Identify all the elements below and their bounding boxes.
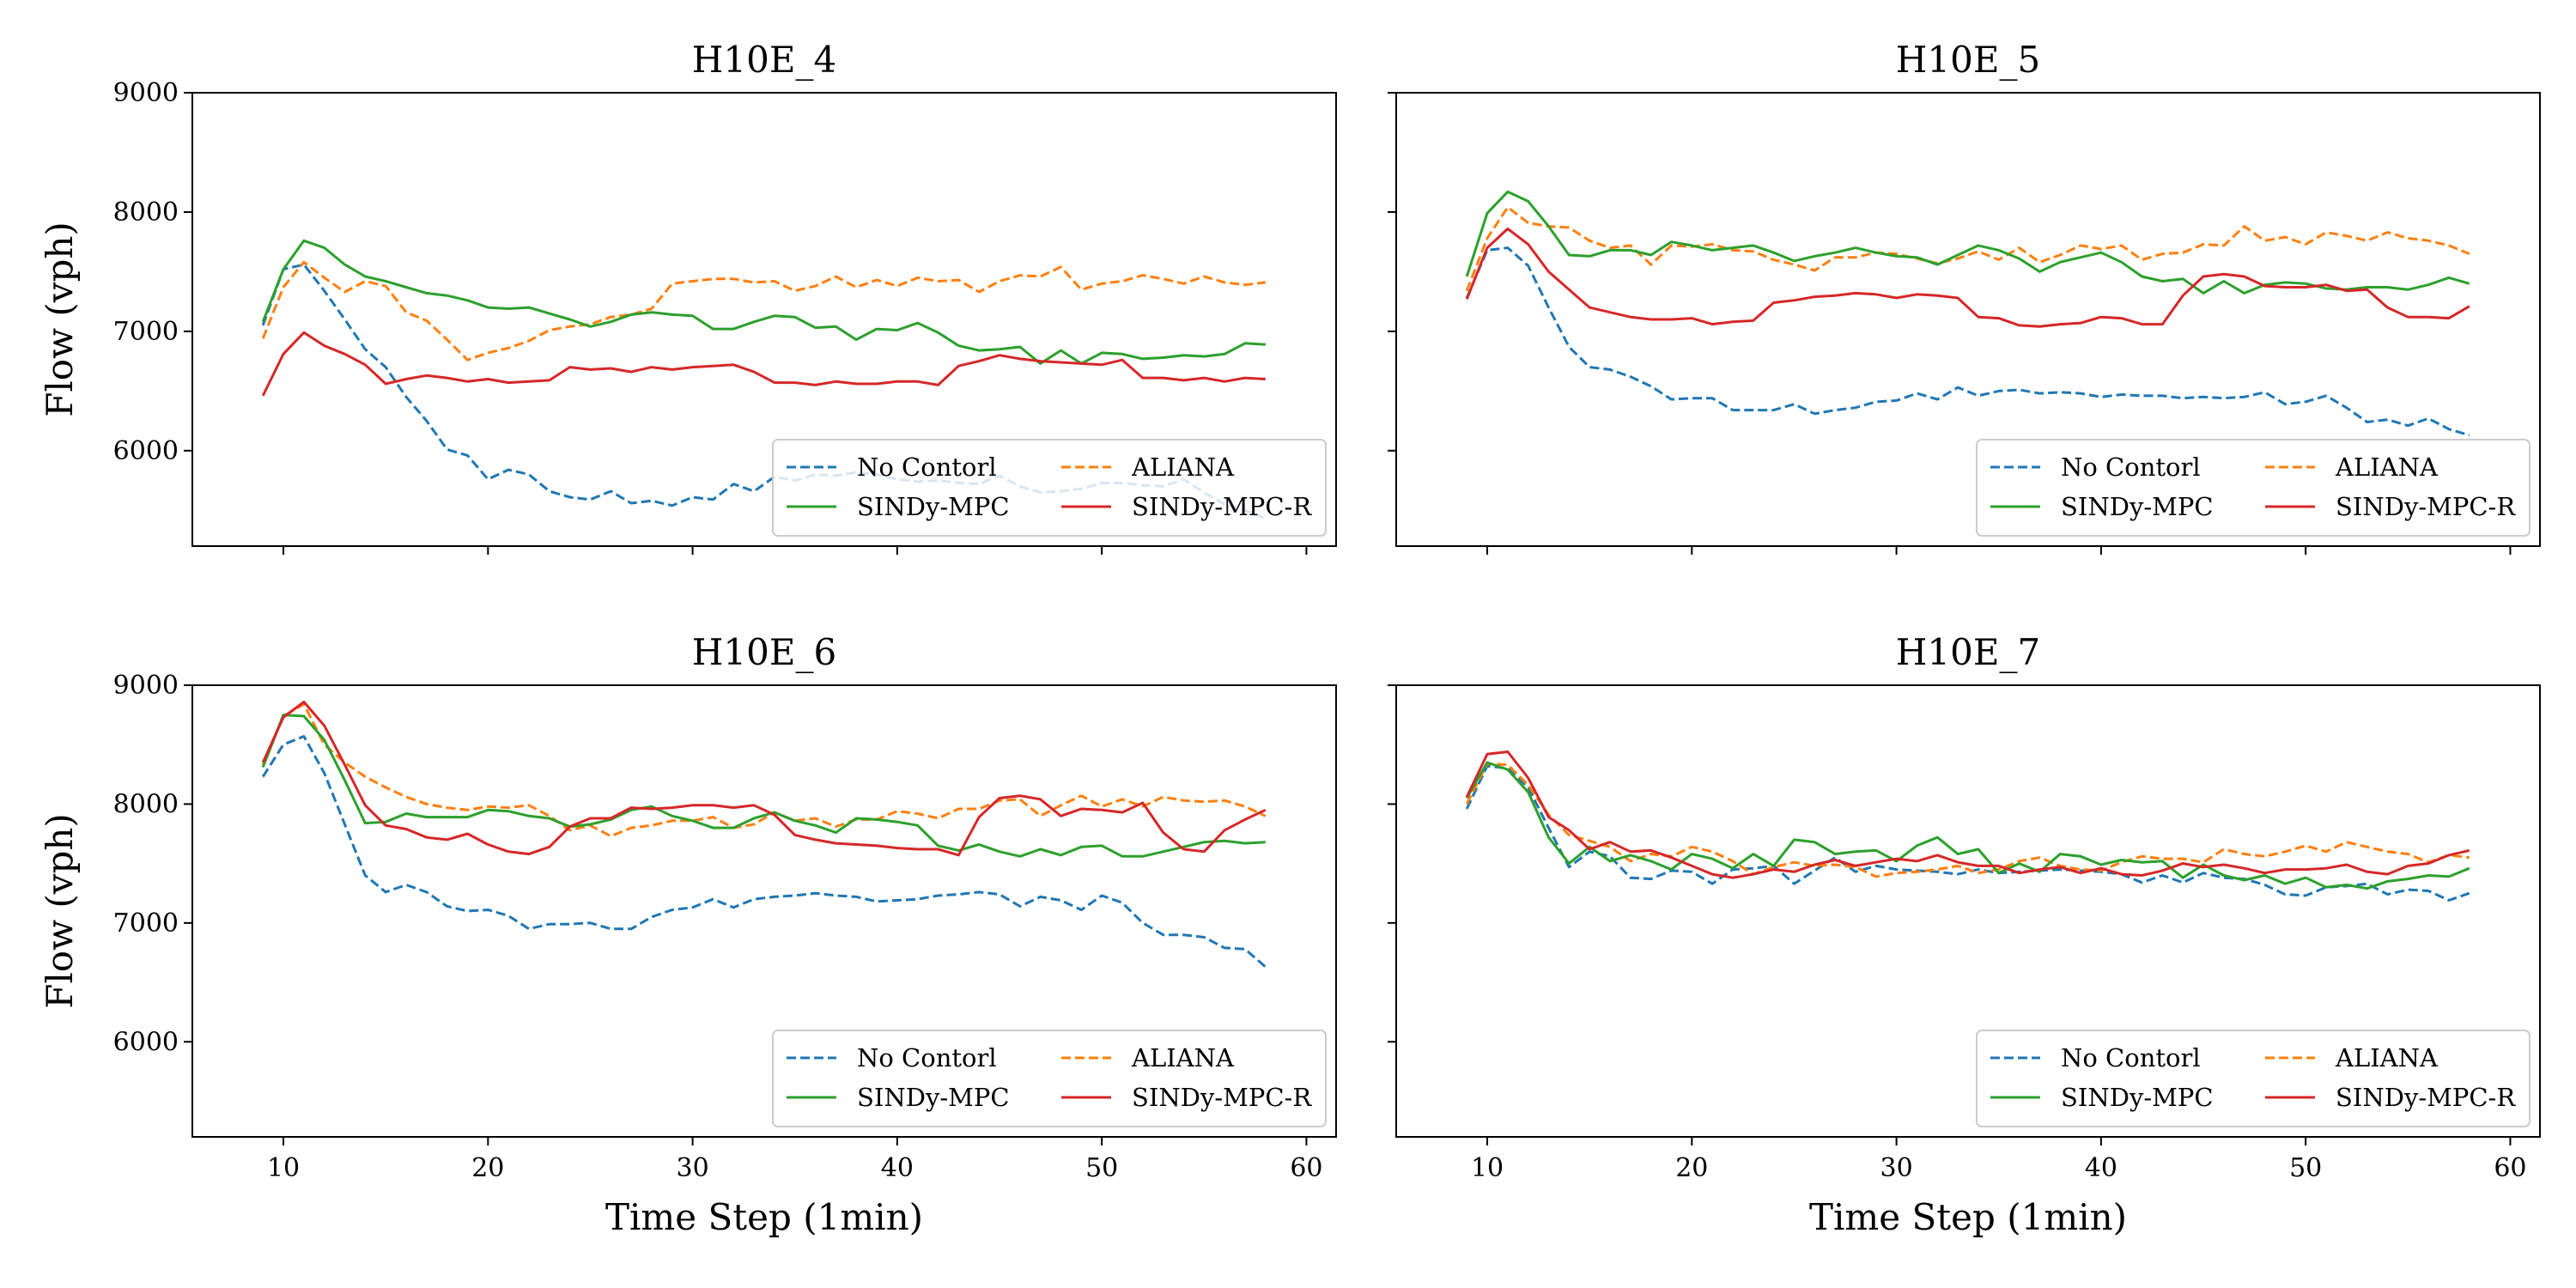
- legend-label: ALIANA: [1131, 453, 1235, 482]
- x-tick-label: 30: [677, 1153, 709, 1183]
- x-tick-label: 60: [1290, 1153, 1322, 1183]
- legend-label: No Contorl: [2061, 1043, 2201, 1072]
- x-axis-label: Time Step (1min): [605, 1196, 923, 1238]
- legend-label: SINDy-MPC-R: [1132, 492, 1312, 521]
- panel-title: H10E_7: [1896, 631, 2040, 673]
- legend: No Contorl SINDy-MPC ALIANA SINDy-MPC-R: [1976, 439, 2530, 537]
- y-axis-label: Flow (vph): [39, 222, 81, 417]
- x-tick-label: 20: [1675, 1153, 1708, 1183]
- chart-panel-3: 10 20 30 40 50 60 6000 7000 8000 9000 H10E_6 Flow (…: [39, 631, 1337, 1238]
- series-line-no-contorl: [261, 735, 1267, 969]
- legend-label: SINDy-MPC-R: [2336, 1083, 2516, 1112]
- legend-label: ALIANA: [2335, 453, 2439, 482]
- y-tick-label: 7000: [113, 908, 179, 939]
- y-tick-label: 9000: [113, 671, 179, 701]
- series-line-sindy-mpc: [261, 714, 1266, 858]
- series-line-sindy-mpc-r: [261, 700, 1267, 857]
- panel-title: H10E_6: [692, 631, 836, 673]
- series-line-sindy-mpc: [261, 239, 1266, 365]
- y-tick-label: 6000: [113, 1027, 179, 1057]
- legend-box: [772, 1030, 1327, 1127]
- series-line-aliana: [261, 260, 1266, 361]
- y-axis-label: Flow (vph): [39, 813, 81, 1009]
- legend-label: ALIANA: [1131, 1043, 1235, 1072]
- plot-frame: [1395, 684, 2541, 1138]
- x-tick-label: 20: [471, 1153, 504, 1183]
- legend-box: [1976, 439, 2530, 537]
- chart-panel-4: 10 20 30 40 50 60 H10E_7 Time Step (1min) No Con…: [1388, 631, 2541, 1238]
- series-line-sindy-mpc: [1465, 761, 2470, 890]
- legend-label: SINDy-MPC: [2061, 492, 2214, 521]
- series-line-no-contorl: [1465, 246, 2470, 437]
- y-tick-label: 8000: [113, 789, 179, 819]
- series-line-sindy-mpc: [1465, 190, 2470, 295]
- x-tick-label: 40: [2085, 1153, 2117, 1183]
- y-tick-label: 9000: [113, 78, 179, 108]
- x-tick-label: 30: [1880, 1153, 1913, 1183]
- legend-label: SINDy-MPC: [2061, 1083, 2214, 1112]
- chart-panel-2: H10E_5 No Contorl SINDy-MPC ALIANA SINDy-MPC…: [1388, 39, 2541, 555]
- x-axis-label: Time Step (1min): [1809, 1196, 2127, 1238]
- legend-label: SINDy-MPC: [857, 1083, 1010, 1112]
- legend-label: SINDy-MPC: [857, 492, 1010, 521]
- series-line-sindy-mpc-r: [261, 331, 1266, 397]
- legend: No Contorl SINDy-MPC ALIANA SINDy-MPC-R: [772, 1030, 1327, 1127]
- plot-frame: [191, 92, 1337, 547]
- panel-title: H10E_4: [692, 39, 836, 81]
- legend-label: No Contorl: [857, 1043, 997, 1072]
- panel-title: H10E_5: [1896, 39, 2040, 81]
- plot-frame: [191, 684, 1337, 1138]
- plot-frame: [1395, 92, 2541, 547]
- series-line-sindy-mpc-r: [1465, 227, 2470, 328]
- legend-label: ALIANA: [2335, 1043, 2439, 1072]
- legend: No Contorl SINDy-MPC ALIANA SINDy-MPC-R: [772, 439, 1327, 537]
- x-tick-label: 50: [2289, 1153, 2322, 1183]
- legend-box: [1976, 1030, 2530, 1127]
- legend-box: [772, 439, 1327, 537]
- x-tick-label: 60: [2494, 1153, 2526, 1183]
- x-tick-label: 10: [267, 1153, 300, 1183]
- legend: No Contorl SINDy-MPC ALIANA SINDy-MPC-R: [1976, 1030, 2530, 1127]
- series-line-no-contorl: [1465, 764, 2470, 902]
- y-tick-label: 7000: [113, 317, 179, 347]
- y-tick-label: 6000: [113, 436, 179, 466]
- legend-label: No Contorl: [2061, 453, 2201, 482]
- legend-label: SINDy-MPC-R: [1132, 1083, 1312, 1112]
- y-tick-label: 8000: [113, 197, 179, 228]
- legend-label: No Contorl: [857, 453, 997, 482]
- legend-label: SINDy-MPC-R: [2336, 492, 2516, 521]
- series-line-sindy-mpc-r: [1465, 750, 2470, 879]
- chart-panel-1: 6000 7000 8000 9000 H10E_4 Flow (vph) No Conto…: [39, 39, 1337, 555]
- x-tick-label: 10: [1471, 1153, 1504, 1183]
- x-tick-label: 50: [1085, 1153, 1118, 1183]
- series-line-aliana: [1465, 762, 2470, 878]
- x-tick-label: 40: [881, 1153, 914, 1183]
- series-line-aliana: [261, 702, 1267, 838]
